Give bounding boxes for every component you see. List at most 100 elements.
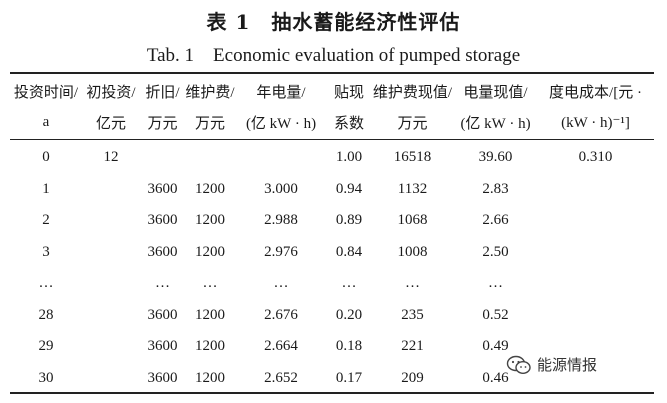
bottom-rule [10, 392, 654, 394]
table-cell: 3 [42, 243, 50, 260]
table-cell: 2 [42, 212, 50, 229]
table-cell: 2.83 [482, 180, 509, 197]
column-header: 度电成本/[元 · [549, 85, 642, 101]
table-cell: 0.84 [335, 243, 363, 260]
table-cell [537, 300, 654, 332]
table-row: 1 3600 1200 3.000 0.94 1132 2.83 [10, 174, 654, 206]
header-rule [10, 139, 654, 140]
table-cell [82, 174, 140, 206]
table-cell: 3.000 [264, 180, 298, 197]
table-cell: 1132 [397, 180, 428, 197]
table-cell: … [273, 275, 289, 292]
table-cell: 3600 [147, 306, 178, 323]
column-header: (亿 kW · h) [460, 116, 531, 132]
column-header: 维护费/ [185, 85, 235, 101]
table-cell [140, 138, 185, 174]
table-cell: 3600 [147, 338, 178, 355]
table-cell: 209 [401, 369, 424, 386]
table-cell: 0.18 [335, 338, 363, 355]
table-cell: … [155, 275, 170, 292]
table-row: … … … … … … … [10, 268, 654, 300]
table-cell: 3600 [147, 212, 178, 229]
table-cell: 30 [38, 369, 54, 386]
table-cell: 2.988 [264, 212, 298, 229]
column-header: 贴现 [333, 85, 364, 101]
table-cell: 0.46 [482, 369, 509, 386]
column-header: 初投资/ [86, 85, 136, 101]
table-cell [537, 174, 654, 206]
table-cell: 2.50 [482, 243, 509, 260]
table-title-en: Tab. 1 Economic evaluation of pumped sto… [146, 45, 521, 66]
table-cell: 3600 [147, 369, 178, 386]
column-header: 万元 [194, 116, 225, 132]
table-cell: 1200 [195, 180, 225, 197]
table-cell: … [488, 275, 503, 292]
table-cell: 1200 [195, 306, 225, 323]
wechat-icon [506, 355, 531, 374]
table-cell [82, 205, 140, 237]
table-cell: 1200 [195, 212, 225, 229]
table-cell [537, 205, 654, 237]
table-cell: 2.976 [264, 243, 298, 260]
watermark-text: 能源情报 [537, 356, 598, 374]
table-cell: 0.310 [578, 149, 613, 166]
table-row: 28 3600 1200 2.676 0.20 235 0.52 [10, 300, 654, 332]
table-cell: 16518 [393, 149, 432, 166]
column-header: 电量现值/ [463, 85, 528, 101]
column-header: 万元 [397, 116, 428, 132]
table-cell [537, 237, 654, 269]
table-cell: … [202, 275, 218, 292]
table-cell: 12 [103, 149, 119, 166]
column-header: 系数 [333, 116, 364, 132]
table-cell [82, 331, 140, 363]
column-header: (亿 kW · h) [245, 116, 317, 132]
table-cell: 1200 [195, 369, 225, 386]
table-cell: … [38, 275, 54, 292]
table-cell: 3600 [147, 243, 178, 260]
table-cell: 221 [401, 338, 424, 355]
column-header: a [42, 114, 50, 130]
column-header: 亿元 [95, 116, 126, 132]
table-cell: 1008 [397, 243, 428, 260]
table-cell: 1068 [397, 212, 428, 229]
header-row: 投资时间/初投资/折旧/维护费/年电量/贴现 维护费现值/电量现值/度电成本/[元… [10, 76, 654, 107]
column-header: 万元 [147, 116, 178, 132]
table-cell [82, 237, 140, 269]
table-cell: 0.49 [482, 338, 509, 355]
column-header: (kW · h)⁻¹] [561, 115, 630, 131]
table-cell: 2.676 [264, 306, 298, 323]
table-cell: … [341, 275, 357, 292]
table-cell: 28 [38, 306, 54, 323]
table-cell: 1.00 [335, 149, 363, 166]
table-cell: 2.664 [264, 338, 298, 355]
table-cell: 235 [401, 306, 424, 323]
table-cell: 1200 [195, 243, 225, 260]
table-row: 2 3600 1200 2.988 0.89 1068 2.66 [10, 205, 654, 237]
table-title-cn: 表 1 抽水蓄能经济性评估 [206, 10, 461, 34]
table-cell: 0.89 [335, 212, 363, 229]
column-header: 维护费现值/ [372, 85, 453, 101]
table-cell [82, 300, 140, 332]
table-row: 3 3600 1200 2.976 0.84 1008 2.50 [10, 237, 654, 269]
table-cell [82, 268, 140, 300]
column-header: 折旧/ [145, 85, 180, 101]
column-header: 年电量/ [256, 85, 306, 101]
table-row: 29 3600 1200 2.664 0.18 221 0.49 [10, 331, 654, 363]
table-cell: 29 [38, 338, 54, 355]
table-cell [185, 138, 235, 174]
table-cell: … [405, 275, 420, 292]
watermark: 能源情报 [506, 354, 597, 375]
table-cell: 2.652 [264, 369, 298, 386]
table-cell: 0.94 [335, 180, 363, 197]
table-row: 30 3600 1200 2.652 0.17 209 0.46 [10, 363, 654, 395]
table-cell [235, 138, 327, 174]
table-cell [537, 268, 654, 300]
table-row: 0 12 1.00 16518 39.60 0.310 [10, 138, 654, 174]
table-cell: 39.60 [478, 149, 513, 166]
column-header: 投资时间/ [13, 85, 79, 101]
table-cell: 1200 [195, 338, 225, 355]
economic-evaluation-table: 投资时间/初投资/折旧/维护费/年电量/贴现 维护费现值/电量现值/度电成本/[元… [10, 76, 654, 394]
table-cell: 0.20 [335, 306, 363, 323]
table-cell: 1 [42, 180, 50, 197]
table-cell [82, 363, 140, 395]
